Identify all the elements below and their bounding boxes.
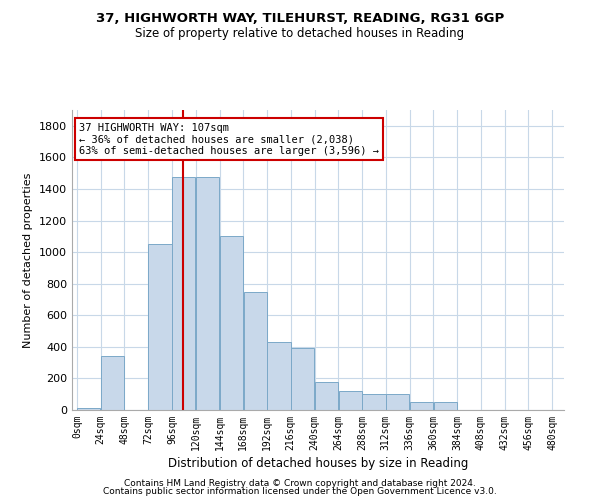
Bar bbox=[386, 394, 409, 410]
Bar bbox=[362, 394, 386, 410]
Bar bbox=[315, 382, 338, 410]
Bar bbox=[148, 244, 172, 410]
X-axis label: Distribution of detached houses by size in Reading: Distribution of detached houses by size … bbox=[168, 457, 468, 470]
Bar bbox=[196, 177, 219, 410]
Bar bbox=[101, 356, 124, 410]
Y-axis label: Number of detached properties: Number of detached properties bbox=[23, 172, 34, 348]
Bar bbox=[267, 342, 290, 410]
Bar bbox=[220, 236, 243, 410]
Bar bbox=[338, 391, 362, 410]
Bar bbox=[172, 177, 196, 410]
Text: 37 HIGHWORTH WAY: 107sqm
← 36% of detached houses are smaller (2,038)
63% of sem: 37 HIGHWORTH WAY: 107sqm ← 36% of detach… bbox=[79, 122, 379, 156]
Bar bbox=[244, 292, 267, 410]
Bar bbox=[410, 402, 433, 410]
Text: Contains HM Land Registry data © Crown copyright and database right 2024.: Contains HM Land Registry data © Crown c… bbox=[124, 478, 476, 488]
Bar bbox=[434, 402, 457, 410]
Text: Size of property relative to detached houses in Reading: Size of property relative to detached ho… bbox=[136, 28, 464, 40]
Bar bbox=[291, 348, 314, 410]
Bar bbox=[77, 408, 100, 410]
Text: 37, HIGHWORTH WAY, TILEHURST, READING, RG31 6GP: 37, HIGHWORTH WAY, TILEHURST, READING, R… bbox=[96, 12, 504, 26]
Text: Contains public sector information licensed under the Open Government Licence v3: Contains public sector information licen… bbox=[103, 487, 497, 496]
